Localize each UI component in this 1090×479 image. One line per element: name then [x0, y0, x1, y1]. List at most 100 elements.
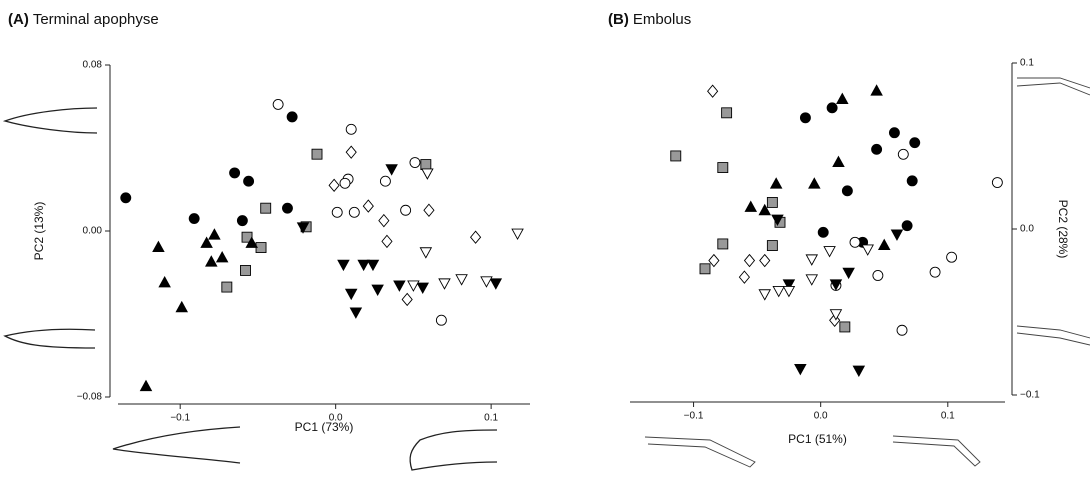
scatter-point [708, 253, 720, 268]
scatter-point [759, 253, 771, 268]
x-axis-label: PC1 (51%) [788, 432, 847, 446]
scatter-point [707, 84, 719, 98]
shape-outline [3, 328, 96, 349]
scatter-point [420, 159, 432, 171]
scatter-point [409, 157, 421, 168]
scatter-point [296, 222, 310, 234]
shape-outline [644, 436, 756, 468]
scatter-point [401, 292, 413, 307]
scatter-point [877, 238, 891, 251]
scatter-point [357, 259, 370, 272]
scatter-point [469, 230, 482, 244]
scatter-point [829, 279, 843, 291]
scatter-point [946, 251, 958, 263]
scatter-point [221, 281, 233, 293]
scatter-point [842, 267, 855, 280]
scatter-point [205, 255, 218, 267]
scatter-point [758, 203, 772, 216]
scatter-point [345, 123, 357, 135]
scatter-point [200, 236, 213, 248]
scatter-point [805, 254, 819, 266]
scatter-point [906, 175, 918, 187]
scatter-point [841, 185, 853, 197]
y-axis-label: PC2 (13%) [32, 202, 46, 261]
scatter-point [896, 324, 908, 336]
scatter-point [766, 196, 778, 208]
scatter-point [829, 309, 843, 321]
scatter-point [421, 168, 434, 180]
scatter-point [721, 107, 733, 119]
scatter-point [743, 253, 756, 268]
scatter-point [769, 177, 783, 189]
scatter-point [245, 236, 258, 248]
shape-outline [1016, 325, 1090, 346]
scatter-point [782, 279, 796, 291]
y-tick-label: −0.1 [1020, 390, 1040, 401]
scatter-point [419, 247, 433, 259]
scatter-point [345, 145, 357, 159]
scatter-point [836, 92, 849, 104]
scatter-point [799, 112, 811, 124]
scatter-point [870, 84, 883, 96]
scatter-point [215, 251, 229, 263]
y-tick-label: 0.0 [1020, 224, 1034, 235]
x-tick-label: 0.0 [329, 413, 343, 424]
scatter-point [240, 264, 251, 276]
scatter-point [823, 246, 836, 258]
scatter-point [282, 202, 293, 214]
scatter-point [400, 204, 412, 216]
scatter-point [717, 162, 729, 174]
shape-outline [112, 426, 241, 464]
x-tick-label: 0.0 [814, 411, 828, 422]
scatter-point [832, 155, 845, 168]
panel-label: (A) [8, 11, 29, 28]
scatter-point [890, 229, 904, 241]
x-tick-label: −0.1 [170, 413, 190, 424]
scatter-point [852, 365, 866, 378]
scatter-point [738, 270, 750, 284]
scatter-point [511, 228, 524, 241]
scatter-point [349, 307, 363, 319]
scatter-point [407, 280, 420, 292]
scatter-point [331, 206, 343, 218]
scatter-point [805, 274, 819, 286]
scatter-point [489, 278, 503, 290]
scatter-point [888, 127, 900, 139]
scatter-point [423, 203, 435, 217]
chart-title: (B) Embolus [608, 11, 691, 28]
scatter-point [455, 274, 468, 286]
scatter-point [839, 321, 851, 333]
title-text: Embolus [633, 11, 691, 28]
scatter-point [849, 236, 861, 248]
x-tick-label: 0.1 [941, 411, 955, 422]
title-text: Terminal apophyse [33, 11, 159, 28]
scatter-point [808, 177, 821, 189]
scatter-point [362, 199, 374, 213]
scatter-point [158, 275, 171, 288]
scatter-point [438, 278, 451, 290]
scatter-point [175, 300, 189, 313]
scatter-point [188, 213, 200, 225]
scatter-point [236, 215, 248, 227]
scatter-point [381, 234, 393, 249]
scatter-point [758, 289, 772, 301]
scatter-point [366, 259, 380, 272]
scatter-point [699, 263, 711, 275]
y-axis-label: PC2 (28%) [1056, 200, 1070, 259]
x-axis-label: PC1 (73%) [295, 420, 354, 434]
scatter-point [393, 280, 406, 292]
scatter-point [929, 266, 941, 278]
scatter-point [416, 282, 429, 294]
scatter-point [344, 288, 358, 301]
y-tick-label: 0.08 [83, 60, 103, 71]
scatter-point [260, 202, 272, 214]
scatter-point [371, 284, 384, 297]
scatter-point [817, 226, 829, 238]
x-tick-label: −0.1 [684, 411, 704, 422]
scatter-point [328, 178, 340, 193]
scatter-point [861, 244, 874, 256]
shape-outline [409, 429, 498, 471]
scatter-point [826, 102, 838, 114]
scatter-point [385, 164, 398, 176]
scatter-point [272, 98, 284, 110]
